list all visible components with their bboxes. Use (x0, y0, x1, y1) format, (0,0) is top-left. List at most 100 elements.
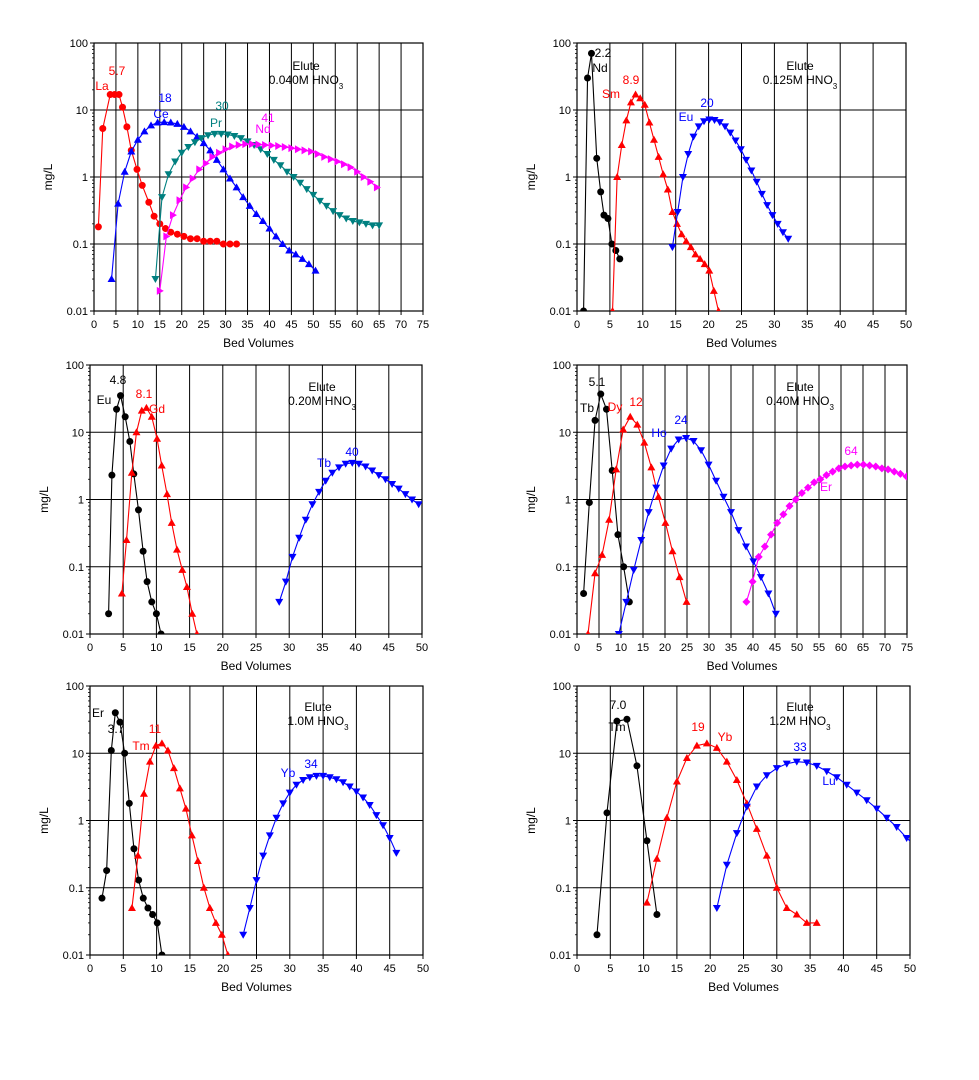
x-tick-label: 45 (769, 642, 781, 654)
peak-label-ce: 18 (158, 91, 172, 105)
data-point-pr (335, 212, 344, 220)
data-point-ho (659, 462, 668, 470)
x-tick-label: 35 (725, 642, 737, 654)
data-point-ho (674, 436, 683, 444)
x-tick-label: 15 (183, 642, 195, 654)
data-point-sm (640, 100, 649, 108)
x-tick-label: 50 (416, 642, 428, 654)
data-point-er (859, 460, 868, 469)
data-point-eu (126, 437, 134, 445)
data-point-er (834, 464, 843, 473)
data-point-nd (301, 146, 309, 155)
data-point-ce (278, 240, 287, 247)
data-point-pr (289, 174, 298, 181)
data-point-yb (379, 822, 388, 830)
data-point-lu (892, 824, 901, 832)
eluent-title: Elute (786, 700, 814, 714)
data-point-yb (325, 774, 334, 782)
data-point-nd (367, 177, 375, 186)
data-point-er (828, 467, 837, 476)
peak-label-er: 3.7 (108, 722, 125, 736)
data-point-ce (206, 146, 215, 154)
data-point-ho (741, 543, 750, 551)
data-point-er (103, 867, 111, 875)
y-tick-label: 10 (72, 748, 84, 760)
data-point-ho (727, 509, 735, 517)
data-point-yb (332, 776, 341, 784)
x-tick-label: 5 (607, 963, 613, 975)
data-point-tb (328, 469, 337, 477)
x-tick-label: 40 (350, 963, 362, 975)
data-point-nd (262, 141, 270, 150)
data-point-gd (127, 468, 136, 476)
data-point-pr (190, 139, 199, 147)
data-point-la (115, 91, 123, 99)
x-tick-label: 50 (417, 963, 429, 975)
data-point-la (200, 237, 208, 245)
data-point-yb (345, 783, 354, 791)
data-point-sm (677, 230, 686, 238)
data-point-pr (355, 219, 364, 227)
series-name-eu: Eu (679, 110, 694, 124)
data-point-pr (197, 135, 206, 143)
data-point-dy (675, 573, 684, 581)
x-tick-label: 40 (837, 963, 849, 975)
x-tick-label: 30 (768, 319, 780, 331)
series-line-gd (121, 407, 198, 634)
data-point-yb (752, 824, 761, 832)
series-name-yb: Yb (718, 730, 733, 744)
data-point-eu (784, 235, 793, 243)
data-point-ho (652, 484, 661, 492)
peak-label-nd: 41 (261, 111, 275, 125)
series-name-pr: Pr (210, 116, 222, 130)
data-point-yb (722, 757, 731, 765)
data-point-tb (614, 531, 622, 539)
data-point-eu (715, 119, 724, 127)
data-point-nd (242, 140, 250, 149)
data-point-ce (173, 119, 182, 127)
data-point-nd (580, 307, 588, 311)
data-point-nd (360, 173, 368, 181)
data-point-gd (194, 630, 200, 634)
data-point-nd (202, 159, 210, 168)
y-axis-label: mg/L (524, 163, 538, 190)
data-point-yb (352, 788, 361, 796)
eluent-concentration: 0.20M HNO3 (288, 394, 356, 412)
data-point-eu (113, 405, 121, 413)
peak-label-pr: 30 (215, 99, 229, 113)
data-point-nd (327, 155, 335, 164)
data-point-pr (157, 194, 166, 202)
data-point-dy (612, 465, 621, 473)
data-point-dy (668, 547, 677, 555)
data-point-ho (629, 566, 638, 574)
data-point-nd (156, 286, 164, 295)
y-tick-label: 100 (553, 38, 571, 50)
y-tick-label: 10 (559, 105, 571, 117)
data-point-yb (245, 904, 254, 912)
data-point-ce (179, 122, 188, 130)
eluent-concentration: 1.2M HNO3 (769, 714, 831, 732)
data-point-tb (414, 501, 422, 509)
data-point-er (804, 483, 812, 492)
data-point-er (98, 894, 106, 902)
x-tick-label: 5 (596, 642, 602, 654)
data-point-tm (157, 739, 166, 747)
x-tick-label: 40 (263, 319, 275, 331)
data-point-yb (812, 918, 821, 926)
y-tick-label: 10 (76, 105, 88, 117)
data-point-gd (137, 406, 146, 414)
data-point-pr (309, 191, 318, 199)
data-point-la (213, 237, 221, 245)
data-point-tm (199, 883, 208, 891)
eluent-concentration: 1.0M HNO3 (287, 714, 349, 732)
data-point-eu (731, 137, 740, 145)
data-point-ce (232, 183, 241, 191)
data-point-pr (269, 156, 278, 164)
x-tick-label: 25 (737, 963, 749, 975)
data-point-gd (188, 609, 197, 617)
x-tick-label: 30 (283, 642, 295, 654)
y-axis-label: mg/L (37, 486, 51, 513)
x-tick-label: 30 (771, 963, 783, 975)
data-point-pr (302, 186, 311, 194)
data-point-ce (219, 165, 228, 173)
